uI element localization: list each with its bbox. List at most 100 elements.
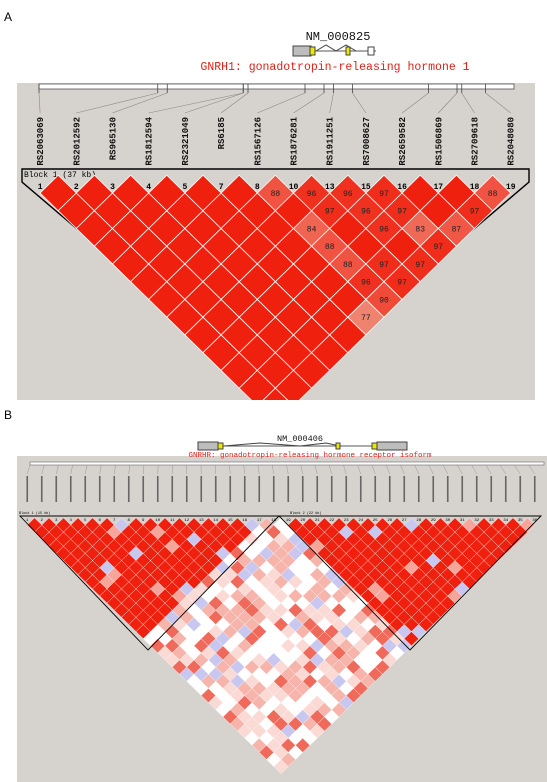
snp-index: 16 [397,183,407,192]
snp-label-mark [374,476,377,502]
snp-label-mark [490,476,493,502]
panel-a-label: A [4,10,13,24]
ld-value: 88 [271,190,281,199]
snp-label-mark [403,476,406,502]
snp-label: RS1911251 [326,116,336,165]
snp-position-ticks-a [38,84,511,114]
snp-index: 22 [329,519,334,523]
snp-label-mark [229,476,232,502]
ld-matrix-b [26,517,536,774]
snp-label-mark [258,476,261,502]
block1-label-b: Block 1 (15 kb) [19,511,51,516]
block2-label-b: Block 2 (22 kb) [290,511,322,516]
ld-block2-frame-b [277,515,543,651]
snp-index: 23 [344,519,349,523]
snp-index-labels-b: 1 2 3 4 5 6 7 8 9 10 11 12 13 14 15 16 17 18 19 20 21 22 23 24 2… [26,519,538,523]
ld-value: 97 [379,190,389,199]
ld-value: 88 [488,190,498,199]
snp-label-mark [84,476,87,502]
snp-index: 1 [26,519,29,523]
ld-value: 97 [415,261,425,270]
snp-index: 3 [55,519,58,523]
snp-label-mark [55,476,58,502]
snp-label: RS2321049 [181,117,191,166]
snp-index: 10 [289,183,299,192]
snp-label-mark [432,476,435,502]
snp-label-mark [98,476,101,502]
snp-label-mark [345,476,348,502]
snp-label-mark [446,476,449,502]
snp-label: RS6185 [217,117,227,149]
snp-index: 4 [146,183,151,192]
snp-index: 14 [213,519,218,523]
transcript-id-b: NM_000406 [277,434,323,444]
snp-index: 27 [402,519,407,523]
snp-index: 35 [518,519,523,523]
ld-value: 88 [343,261,353,270]
ld-matrix-a: 7788848888969096979797969696979797839787… [39,174,512,400]
snp-label-mark [316,476,319,502]
snp-label-mark [330,476,333,502]
snp-position-ticks-b [27,464,535,475]
ld-block1-frame-b [18,515,281,651]
transcript-id-a: NM_000825 [306,30,371,44]
snp-label: RS2012592 [72,117,82,166]
snp-label: RS2063069 [36,117,46,166]
snp-label-mark [185,476,188,502]
snp-index: 13 [199,519,204,523]
snp-label: RS1506869 [434,117,444,166]
snp-index: 8 [255,183,260,192]
ld-value: 96 [343,190,353,199]
snp-label: RS1567126 [253,117,263,166]
snp-index: 30 [445,519,450,523]
snp-label-mark [533,476,536,502]
panel-b-label: B [4,408,13,422]
ld-value: 83 [415,225,425,234]
snp-index: 18 [470,183,480,192]
snp-label-mark [417,476,420,502]
snp-index: 25 [373,519,378,523]
snp-index-labels-a: 1 2 3 4 5 7 8 10 13 15 16 17 18 19 [38,183,516,192]
snp-label: RS965130 [109,117,119,160]
snp-index: 16 [242,519,247,523]
gene-model-b [197,441,408,451]
snp-label-mark [359,476,362,502]
snp-label-mark [475,476,478,502]
snp-label-mark [40,476,43,502]
snp-index: 7 [219,183,224,192]
snp-label-mark [200,476,203,502]
snp-label-mark [243,476,246,502]
snp-label: RS7008627 [362,117,372,166]
snp-label-mark [171,476,174,502]
snp-label-mark [156,476,159,502]
snp-index: 28 [416,519,421,523]
snp-index: 24 [358,519,363,523]
snp-index: 20 [300,519,305,523]
snp-label-mark [388,476,391,502]
snp-label-mark [287,476,290,502]
snp-labels-a: RS2063069 RS2012592 RS965130 RS1812594 RS232… [36,116,517,165]
snp-index: 17 [433,183,443,192]
ld-value: 90 [379,296,389,305]
snp-index: 15 [361,183,371,192]
snp-label: RS1812594 [145,116,155,165]
snp-index: 5 [84,519,87,523]
snp-index: 13 [325,183,335,192]
ld-value: 77 [361,314,371,323]
ld-value: 97 [397,279,407,288]
snp-label-mark [26,476,29,502]
gene-title-a: GNRH1: gonadotropin-releasing hormone 1 [200,61,469,74]
snp-index: 19 [286,519,291,523]
snp-label: RS2659582 [398,117,408,166]
snp-label-mark [127,476,130,502]
snp-index: 26 [387,519,392,523]
ld-value: 96 [361,279,371,288]
snp-label-mark [214,476,217,502]
ld-cell [519,517,536,533]
panel-a-ld-plot: NM_000825 GNRH1: gonadotropin-releasing … [21,30,530,400]
snp-label: RS1876281 [290,116,300,165]
snp-label-mark [142,476,145,502]
snp-index: 6 [99,519,102,523]
snp-label-mark [461,476,464,502]
